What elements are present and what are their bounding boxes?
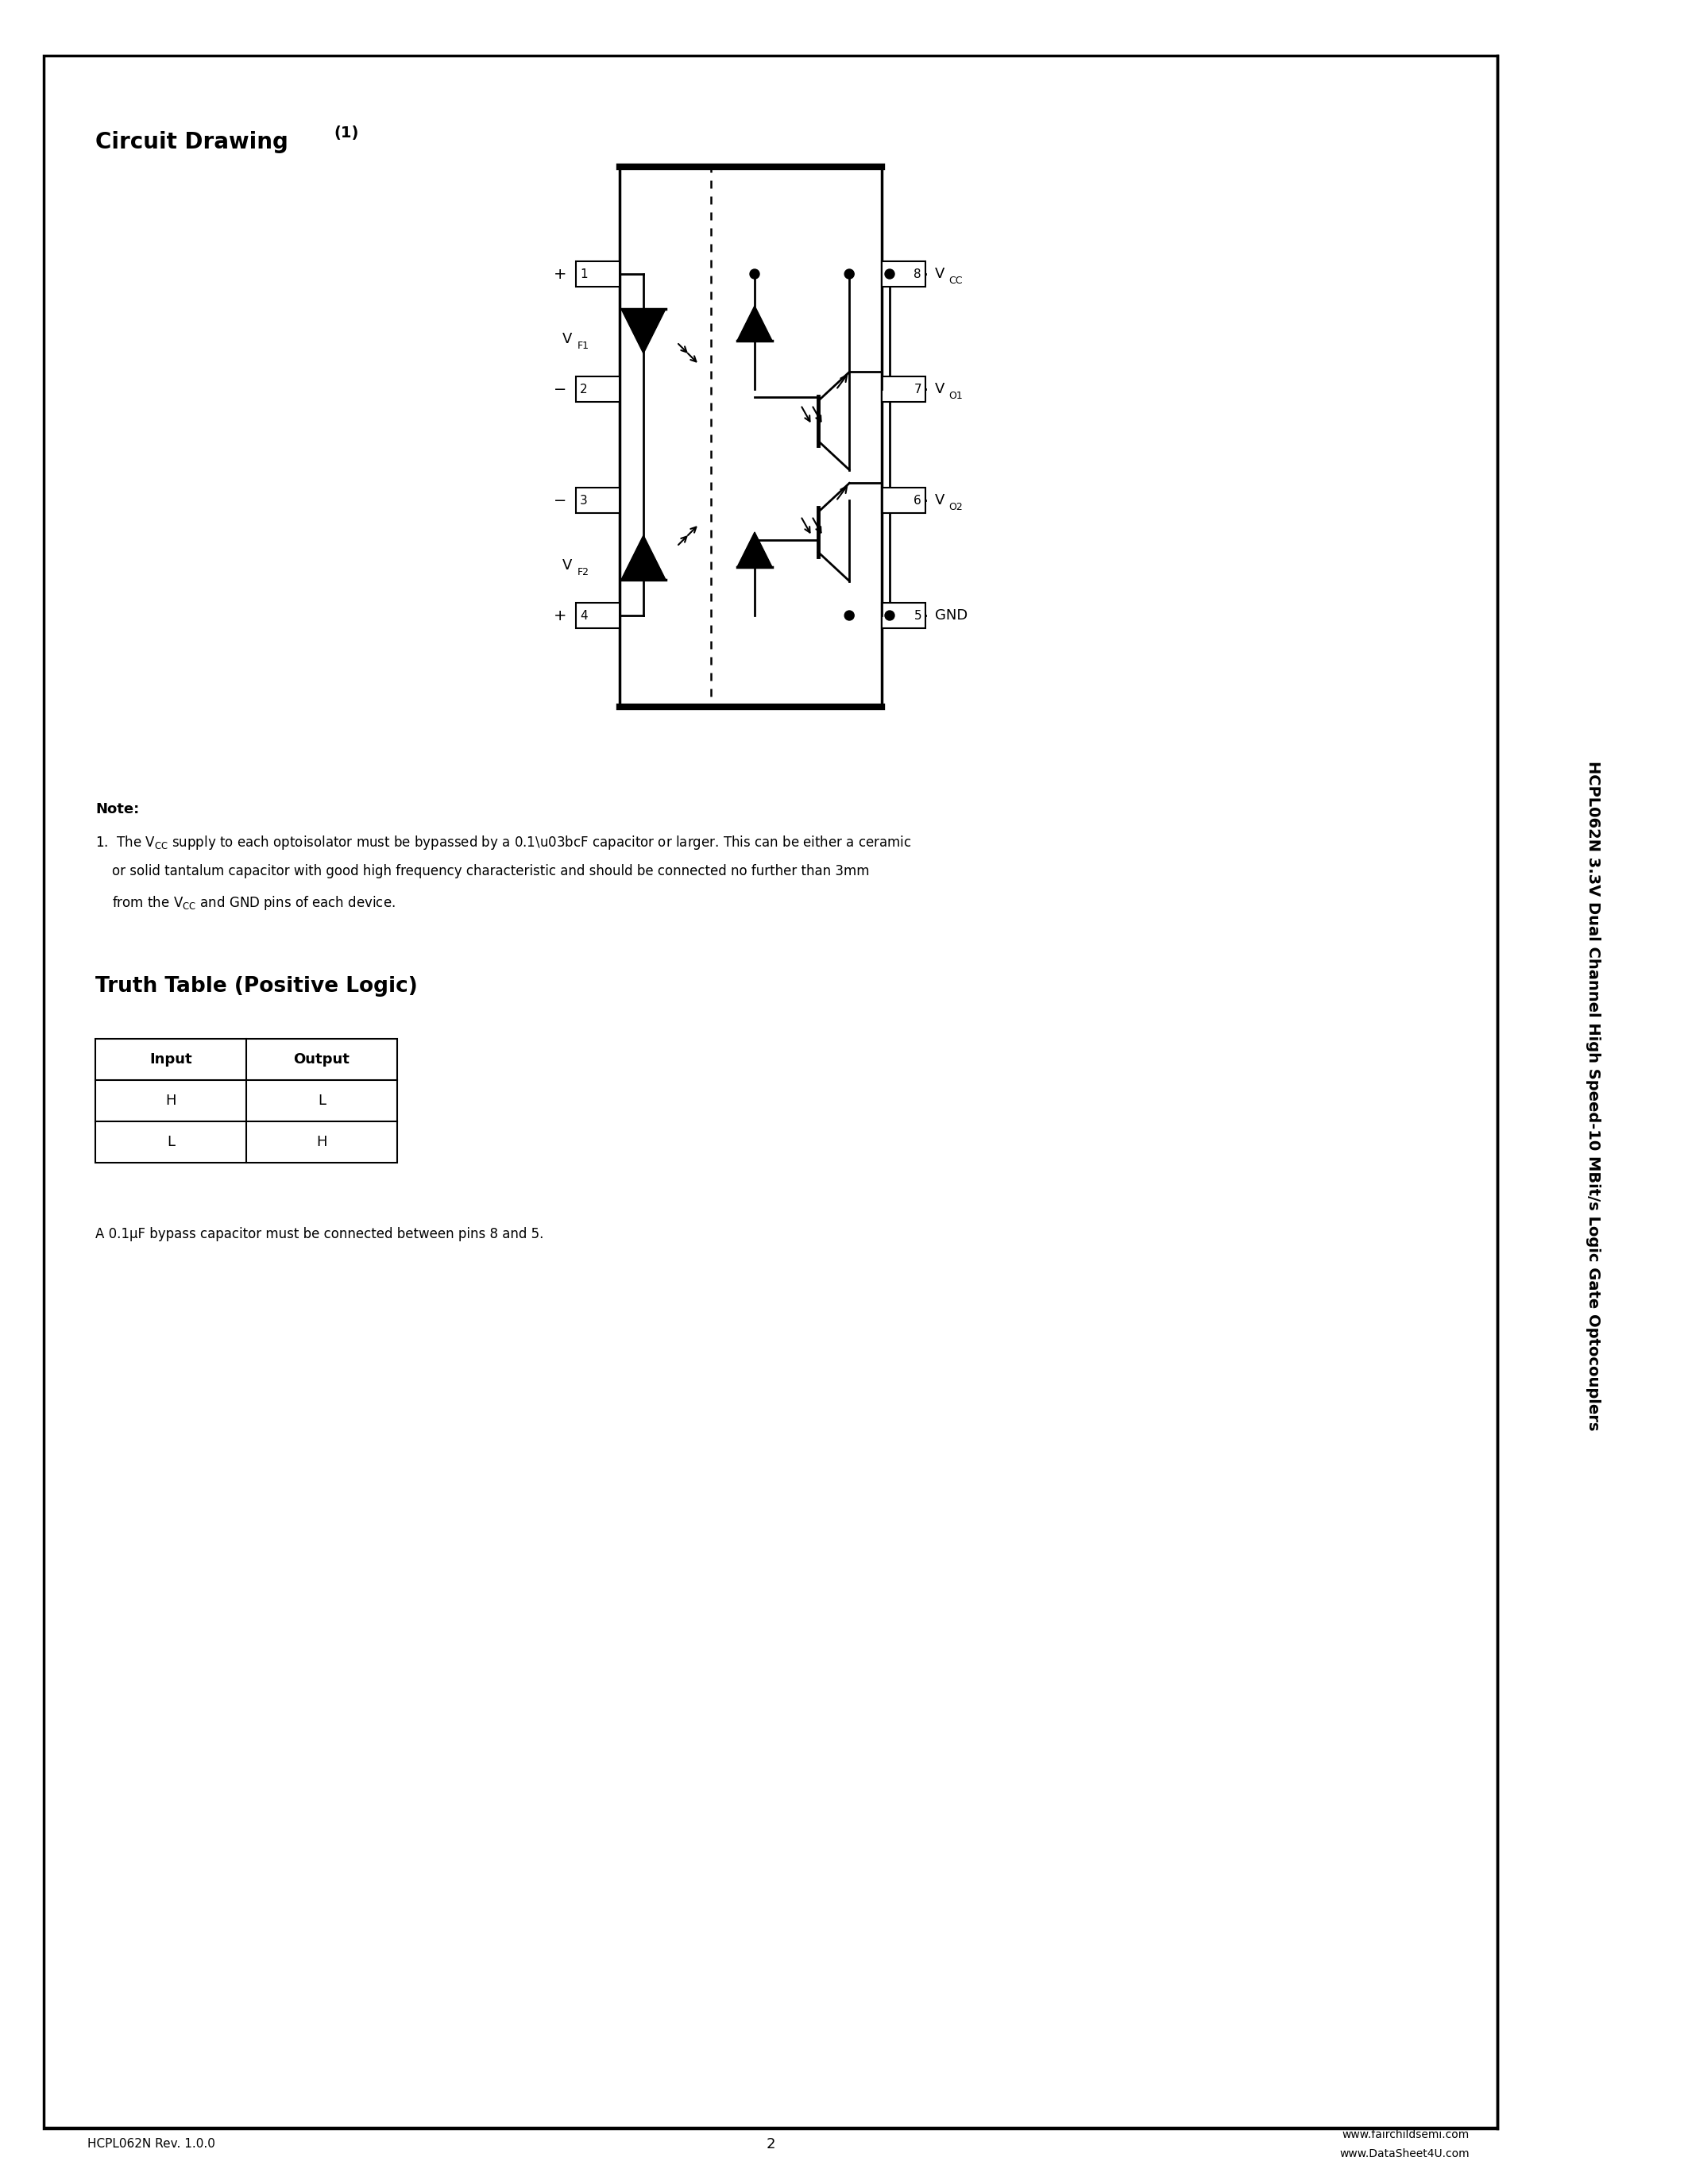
- Polygon shape: [738, 533, 771, 568]
- Text: 2: 2: [766, 2138, 775, 2151]
- Text: 4: 4: [581, 609, 587, 622]
- Bar: [881, 262, 925, 286]
- Text: V: V: [935, 494, 945, 507]
- Bar: [576, 487, 619, 513]
- Text: F1: F1: [577, 341, 589, 352]
- Text: (1): (1): [334, 124, 358, 140]
- Bar: [576, 376, 619, 402]
- Text: 2: 2: [581, 382, 587, 395]
- Bar: [619, 166, 881, 708]
- Text: Note:: Note:: [95, 802, 138, 817]
- Text: −: −: [554, 382, 567, 397]
- Text: L: L: [167, 1136, 176, 1149]
- Text: −: −: [554, 494, 567, 509]
- Text: A 0.1μF bypass capacitor must be connected between pins 8 and 5.: A 0.1μF bypass capacitor must be connect…: [95, 1227, 544, 1241]
- Bar: [881, 376, 925, 402]
- Circle shape: [844, 269, 854, 280]
- Text: H: H: [316, 1136, 327, 1149]
- Text: from the V$_{\mathregular{CC}}$ and GND pins of each device.: from the V$_{\mathregular{CC}}$ and GND …: [95, 893, 395, 911]
- Bar: [576, 262, 619, 286]
- Polygon shape: [738, 306, 771, 341]
- Bar: [576, 603, 619, 629]
- Bar: [44, 55, 1497, 2129]
- Polygon shape: [621, 535, 665, 579]
- Text: Truth Table (Positive Logic): Truth Table (Positive Logic): [95, 976, 417, 996]
- Text: Input: Input: [150, 1053, 192, 1066]
- Text: 1: 1: [581, 269, 587, 280]
- Bar: [881, 487, 925, 513]
- Text: +: +: [554, 266, 567, 282]
- Text: F2: F2: [577, 566, 589, 577]
- Text: HCPL062N 3.3V Dual Channel High Speed-10 MBit/s Logic Gate Optocouplers: HCPL062N 3.3V Dual Channel High Speed-10…: [1585, 760, 1600, 1431]
- Text: www.DataSheet4U.com: www.DataSheet4U.com: [1340, 2149, 1470, 2160]
- Circle shape: [885, 269, 895, 280]
- Circle shape: [749, 269, 760, 280]
- Circle shape: [885, 612, 895, 620]
- Bar: [881, 603, 925, 629]
- Polygon shape: [621, 308, 665, 354]
- Text: H: H: [165, 1094, 176, 1107]
- Text: Output: Output: [294, 1053, 349, 1066]
- Bar: [95, 1040, 397, 1162]
- Text: Circuit Drawing: Circuit Drawing: [95, 131, 289, 153]
- Text: www.fairchildsemi.com: www.fairchildsemi.com: [1342, 2129, 1470, 2140]
- Text: 1.  The V$_{\mathregular{CC}}$ supply to each optoisolator must be bypassed by a: 1. The V$_{\mathregular{CC}}$ supply to …: [95, 834, 912, 852]
- Text: L: L: [317, 1094, 326, 1107]
- Text: GND: GND: [935, 609, 967, 622]
- Text: V: V: [935, 382, 945, 395]
- Text: HCPL062N Rev. 1.0.0: HCPL062N Rev. 1.0.0: [88, 2138, 214, 2151]
- Text: 6: 6: [913, 494, 922, 507]
- Text: V: V: [562, 559, 572, 572]
- Circle shape: [844, 612, 854, 620]
- Text: 8: 8: [913, 269, 922, 280]
- Text: O2: O2: [949, 502, 962, 511]
- Text: 5: 5: [913, 609, 922, 622]
- Text: O1: O1: [949, 391, 962, 400]
- Text: V: V: [562, 332, 572, 347]
- Text: +: +: [554, 607, 567, 622]
- Text: 7: 7: [913, 382, 922, 395]
- Text: CC: CC: [949, 275, 962, 286]
- Text: 3: 3: [581, 494, 587, 507]
- Text: or solid tantalum capacitor with good high frequency characteristic and should b: or solid tantalum capacitor with good hi…: [95, 865, 869, 878]
- Text: V: V: [935, 266, 945, 282]
